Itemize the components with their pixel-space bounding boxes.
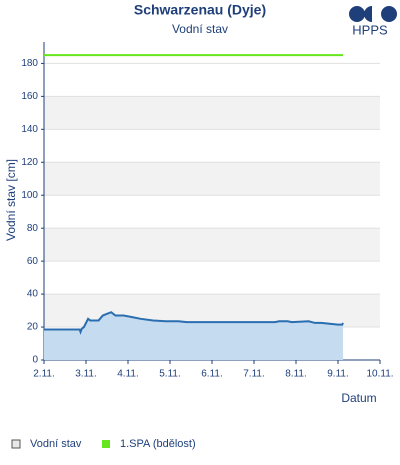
x-tick-label: 10.11. — [366, 369, 393, 380]
legend-label: 1.SPA (bdělost) — [120, 438, 196, 450]
chart-subtitle: Vodní stav — [172, 22, 228, 36]
chart-title: Schwarzenau (Dyje) — [134, 2, 266, 18]
grid-band — [44, 96, 380, 130]
series-line — [44, 311, 344, 335]
y-tick-label: 120 — [21, 157, 38, 168]
y-tick-label: 180 — [21, 58, 38, 69]
y-tick-label: 140 — [21, 124, 38, 135]
legend-swatch — [102, 440, 110, 448]
y-tick-label: 40 — [27, 289, 39, 300]
legend-label: Vodní stav — [30, 438, 82, 450]
x-tick-label: 5.11. — [159, 369, 181, 380]
x-tick-label: 9.11. — [327, 369, 349, 380]
y-tick-label: 100 — [21, 190, 38, 201]
x-tick-label: 7.11. — [243, 369, 265, 380]
grid-band — [44, 162, 380, 196]
area — [44, 312, 344, 360]
logo — [349, 6, 397, 22]
grid-band — [44, 228, 380, 262]
y-tick-label: 160 — [21, 91, 38, 102]
x-tick-label: 4.11. — [117, 369, 139, 380]
legend-swatch — [11, 439, 21, 449]
x-tick-label: 8.11. — [285, 369, 307, 380]
x-axis-label: Datum — [341, 391, 376, 405]
y-tick-label: 60 — [27, 256, 39, 267]
y-axis-label: Vodní stav [cm] — [4, 159, 18, 241]
y-tick-label: 20 — [27, 322, 39, 333]
x-tick-label: 6.11. — [201, 369, 223, 380]
logo-text: HPPS — [352, 22, 388, 37]
x-tick-label: 2.11. — [33, 369, 55, 380]
x-tick-label: 3.11. — [75, 369, 97, 380]
y-tick-label: 80 — [27, 223, 39, 234]
y-tick-label: 0 — [32, 355, 38, 366]
